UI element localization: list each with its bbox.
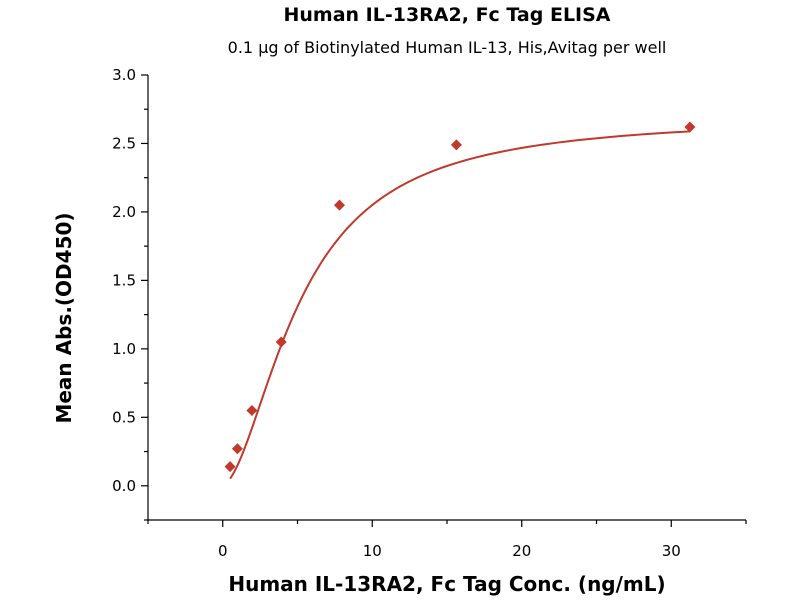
x-tick-label: 10 — [363, 542, 382, 560]
chart-title: Human IL-13RA2, Fc Tag ELISA — [283, 4, 610, 26]
data-point — [684, 121, 696, 133]
y-tick-label: 0.5 — [112, 408, 136, 426]
data-point — [224, 461, 236, 473]
fit-curve — [229, 130, 690, 480]
y-tick-label: 3.0 — [112, 66, 136, 84]
x-tick-label: 0 — [218, 542, 228, 560]
x-tick-label: 30 — [662, 542, 681, 560]
y-ticks: 0.0 0.5 1.0 1.5 2.0 2.5 3.0 — [112, 66, 148, 521]
data-points — [224, 121, 696, 473]
x-tick-label: 20 — [512, 542, 531, 560]
x-axis-label: Human IL-13RA2, Fc Tag Conc. (ng/mL) — [228, 572, 665, 596]
y-tick-label: 2.0 — [112, 203, 136, 221]
y-tick-label: 1.5 — [112, 271, 136, 289]
y-axis-label: Mean Abs.(OD450) — [52, 212, 76, 423]
data-point — [450, 139, 462, 151]
y-tick-label: 1.0 — [112, 340, 136, 358]
y-tick-label: 0.0 — [112, 477, 136, 495]
data-point — [275, 336, 287, 348]
plot-area: 0.0 0.5 1.0 1.5 2.0 2.5 3.0 0 10 20 30 — [112, 66, 747, 560]
data-point — [231, 443, 243, 455]
chart-subtitle: 0.1 μg of Biotinylated Human IL-13, His,… — [228, 38, 667, 57]
data-point — [334, 199, 346, 211]
data-point — [246, 404, 258, 416]
x-ticks: 0 10 20 30 — [147, 520, 747, 560]
y-tick-label: 2.5 — [112, 134, 136, 152]
